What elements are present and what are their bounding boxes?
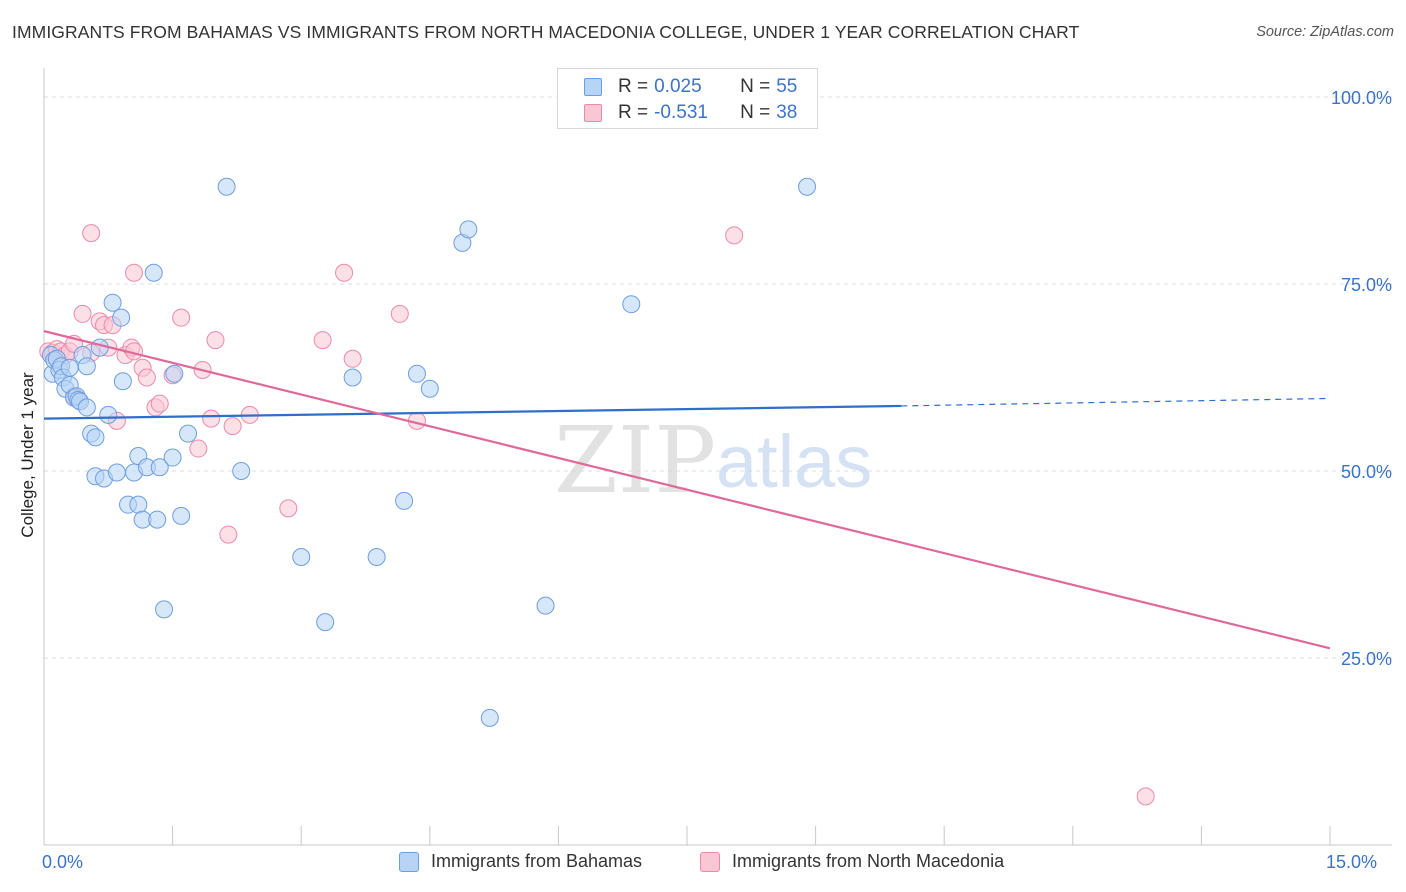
trend-line-north-macedonia [43,330,1331,650]
correlation-legend: R = 0.025 N = 55 R = -0.531 N = 38 [557,68,818,129]
data-point-north-macedonia [150,394,169,413]
data-point-bahamas [113,372,132,391]
y-tick-label: 75.0% [1341,275,1392,295]
data-point-bahamas [107,463,126,482]
data-point-bahamas [459,220,478,239]
data-point-bahamas [86,428,105,447]
data-point-bahamas [77,357,96,376]
legend-label-bahamas: Immigrants from Bahamas [431,851,643,871]
legend-n-label: N = [740,102,771,123]
y-tick-labels: 25.0% 50.0% 75.0% 100.0% [1331,88,1392,669]
data-point-bahamas [622,295,641,314]
data-point-bahamas [77,398,96,417]
chart-source: Source: ZipAtlas.com [1256,24,1394,40]
data-point-bahamas [129,495,148,514]
watermark-atlas: atlas [716,420,872,503]
data-point-bahamas [798,177,817,196]
data-point-north-macedonia [206,331,225,350]
data-point-bahamas [150,458,169,477]
y-tick-label: 25.0% [1341,649,1392,669]
data-point-north-macedonia [313,331,332,350]
data-point-bahamas [165,364,184,383]
legend-swatch-north-macedonia [584,104,602,122]
data-point-north-macedonia [1136,787,1155,806]
data-point-bahamas [232,462,251,480]
data-point-north-macedonia [189,439,208,458]
data-point-bahamas [480,708,499,727]
data-point-bahamas [407,364,426,383]
legend-row-bahamas: R = 0.025 N = 55 [584,74,797,100]
legend-n-value: 38 [776,102,798,123]
data-point-bahamas [343,368,362,387]
legend-r-label: R = [618,102,649,123]
trend-line-bahamas [43,404,902,420]
series-north-macedonia [39,224,1155,806]
data-point-north-macedonia [343,349,362,368]
data-point-bahamas [179,424,198,443]
watermark: ZIP atlas [554,407,872,514]
x-tick-label-max: 15.0% [1326,852,1378,872]
data-point-bahamas [148,510,167,529]
data-point-bahamas [112,308,131,327]
legend-n-label: N = [740,76,771,97]
legend-item-bahamas: Immigrants from Bahamas [399,851,642,872]
legend-r-label: R = [618,76,649,97]
chart-title: IMMIGRANTS FROM BAHAMAS VS IMMIGRANTS FR… [12,22,1080,42]
legend-swatch-bahamas [584,78,602,96]
data-point-north-macedonia [725,226,744,245]
legend-swatch-bahamas [399,851,419,872]
legend-r-value: 0.025 [654,76,702,97]
y-axis-label: College, Under 1 year [18,372,37,538]
data-point-north-macedonia [390,304,409,323]
data-point-north-macedonia [202,409,221,428]
data-point-bahamas [367,548,386,567]
data-point-bahamas [395,491,414,510]
axes [43,68,1392,846]
trend-lines [43,330,1331,650]
legend-item-north-macedonia: Immigrants from North Macedonia [700,851,1004,872]
legend-n-value: 55 [776,76,798,97]
data-point-bahamas [99,405,118,424]
data-point-bahamas [172,506,191,525]
y-tick-label: 100.0% [1331,88,1392,108]
data-point-north-macedonia [223,417,242,436]
x-tick-label-min: 0.0% [42,852,84,872]
data-point-bahamas [163,448,182,467]
data-point-bahamas [536,596,555,615]
data-point-bahamas [316,613,335,632]
grid-lines [44,96,1392,659]
data-point-north-macedonia [73,304,92,323]
data-point-north-macedonia [335,263,354,282]
data-point-bahamas [217,177,236,196]
y-tick-label: 50.0% [1341,462,1392,482]
legend-swatch-north-macedonia [700,851,720,872]
data-point-north-macedonia [137,368,156,387]
series-bahamas [41,177,817,727]
data-point-north-macedonia [125,263,144,282]
data-point-bahamas [420,379,439,398]
data-point-bahamas [103,293,122,312]
data-point-north-macedonia [82,224,101,243]
data-point-north-macedonia [279,499,298,518]
trend-line-bahamas-extension [901,397,1331,407]
data-point-north-macedonia [219,525,238,544]
series-legend: Immigrants from Bahamas Immigrants from … [0,851,1406,877]
data-point-north-macedonia [172,308,191,327]
data-point-bahamas [155,600,174,619]
data-point-bahamas [90,338,109,357]
watermark-zip: ZIP [554,407,716,514]
data-point-bahamas [144,263,163,282]
legend-label-north-macedonia: Immigrants from North Macedonia [732,851,1005,871]
legend-row-north-macedonia: R = -0.531 N = 38 [584,100,797,126]
legend-r-value: -0.531 [654,102,708,123]
data-point-bahamas [292,548,311,567]
data-point-bahamas [60,358,79,377]
